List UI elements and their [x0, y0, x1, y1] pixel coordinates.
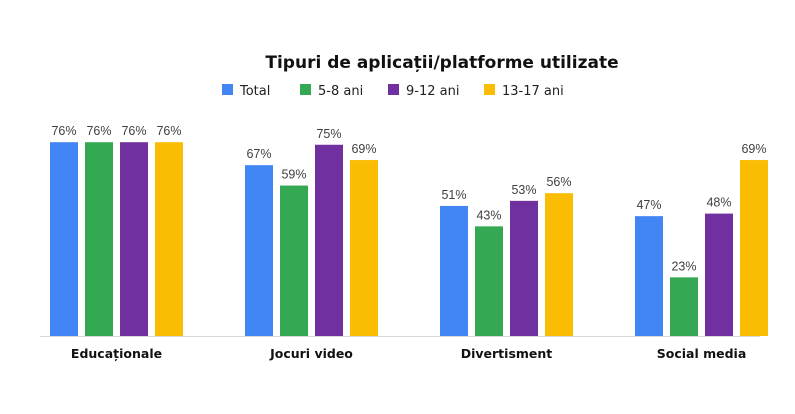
- legend-swatch-0: [222, 84, 233, 95]
- legend: Total 5-8 ani 9-12 ani 13-17 ani: [222, 84, 564, 99]
- bar-0-2: [120, 142, 148, 336]
- bar-1-2: [315, 144, 343, 336]
- bar-0-0: [50, 142, 78, 336]
- legend-label-2: 9-12 ani: [406, 84, 459, 99]
- bar-3-2: [705, 213, 733, 336]
- bar-1-1: [280, 185, 308, 336]
- value-label-3-1: 23%: [671, 259, 696, 273]
- category-label-2: Divertisment: [461, 346, 553, 361]
- value-label-3-3: 69%: [741, 142, 766, 156]
- legend-label-0: Total: [239, 84, 270, 99]
- value-label-2-1: 43%: [476, 208, 501, 222]
- legend-swatch-2: [388, 84, 399, 95]
- legend-swatch-1: [300, 84, 311, 95]
- value-label-2-2: 53%: [511, 183, 536, 197]
- value-label-0-1: 76%: [86, 124, 111, 138]
- value-label-1-2: 75%: [316, 127, 341, 141]
- bar-0-3: [155, 142, 183, 336]
- bar-1-0: [245, 165, 273, 336]
- value-label-0-0: 76%: [51, 124, 76, 138]
- chart-title: Tipuri de aplicații/platforme utilizate: [265, 53, 618, 73]
- value-label-0-3: 76%: [156, 124, 181, 138]
- bar-0-1: [85, 142, 113, 336]
- bar-2-3: [545, 193, 573, 336]
- legend-swatch-3: [484, 84, 495, 95]
- value-label-2-0: 51%: [441, 188, 466, 202]
- category-label-1: Jocuri video: [269, 346, 353, 361]
- value-label-2-3: 56%: [546, 175, 571, 189]
- value-label-0-2: 76%: [121, 124, 146, 138]
- value-label-1-3: 69%: [351, 142, 376, 156]
- bars: [50, 142, 768, 336]
- legend-label-3: 13-17 ani: [502, 84, 564, 99]
- bar-3-3: [740, 160, 768, 336]
- value-label-3-2: 48%: [706, 196, 731, 210]
- value-labels: 76% 76% 76% 76% 67% 59% 75% 69% 51% 43% 53% 56% 47% 2…: [51, 124, 766, 273]
- bar-3-0: [635, 216, 663, 336]
- bar-2-2: [510, 200, 538, 336]
- bar-3-1: [670, 277, 698, 336]
- bar-2-1: [475, 226, 503, 336]
- category-labels: Educaționale Jocuri video Divertisment Soci…: [71, 346, 746, 361]
- value-label-1-0: 67%: [246, 147, 271, 161]
- category-label-3: Social media: [657, 346, 747, 361]
- category-label-0: Educaționale: [71, 346, 162, 361]
- bar-2-0: [440, 205, 468, 336]
- bar-1-3: [350, 160, 378, 336]
- legend-label-1: 5-8 ani: [318, 84, 363, 99]
- value-label-1-1: 59%: [281, 168, 306, 182]
- value-label-3-0: 47%: [636, 198, 661, 212]
